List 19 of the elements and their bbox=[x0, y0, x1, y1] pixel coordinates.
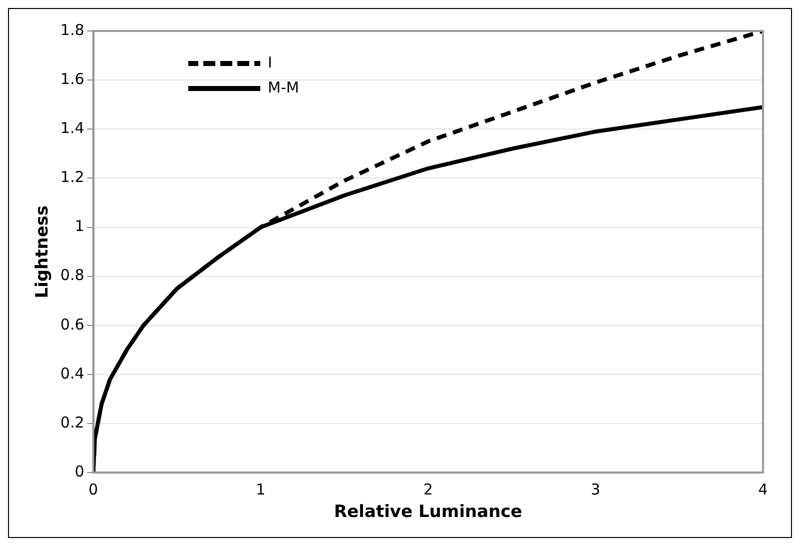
x-tick-label: 3 bbox=[590, 480, 600, 498]
y-tick-label: 0.2 bbox=[60, 413, 84, 432]
y-axis-title: Lightness bbox=[32, 205, 53, 298]
x-tick-label: 1 bbox=[256, 480, 266, 498]
x-tick-label: 0 bbox=[88, 480, 98, 498]
y-tick-label: 1.8 bbox=[60, 20, 84, 39]
x-tick-label: 4 bbox=[758, 480, 768, 498]
legend-label: I bbox=[268, 53, 272, 72]
x-axis-title: Relative Luminance bbox=[334, 502, 522, 522]
y-tick-label: 0.6 bbox=[60, 315, 84, 334]
legend-label: M-M bbox=[268, 78, 300, 96]
y-tick-label: 0.4 bbox=[60, 364, 84, 382]
y-tick-label: 1 bbox=[74, 217, 84, 236]
y-tick-label: 0.8 bbox=[60, 266, 84, 284]
y-tick-label: 0 bbox=[74, 462, 84, 480]
x-tick-label: 2 bbox=[423, 480, 433, 498]
y-tick-label: 1.2 bbox=[60, 168, 84, 186]
y-tick-label: 1.4 bbox=[60, 119, 84, 138]
y-tick-label: 1.6 bbox=[60, 70, 84, 88]
